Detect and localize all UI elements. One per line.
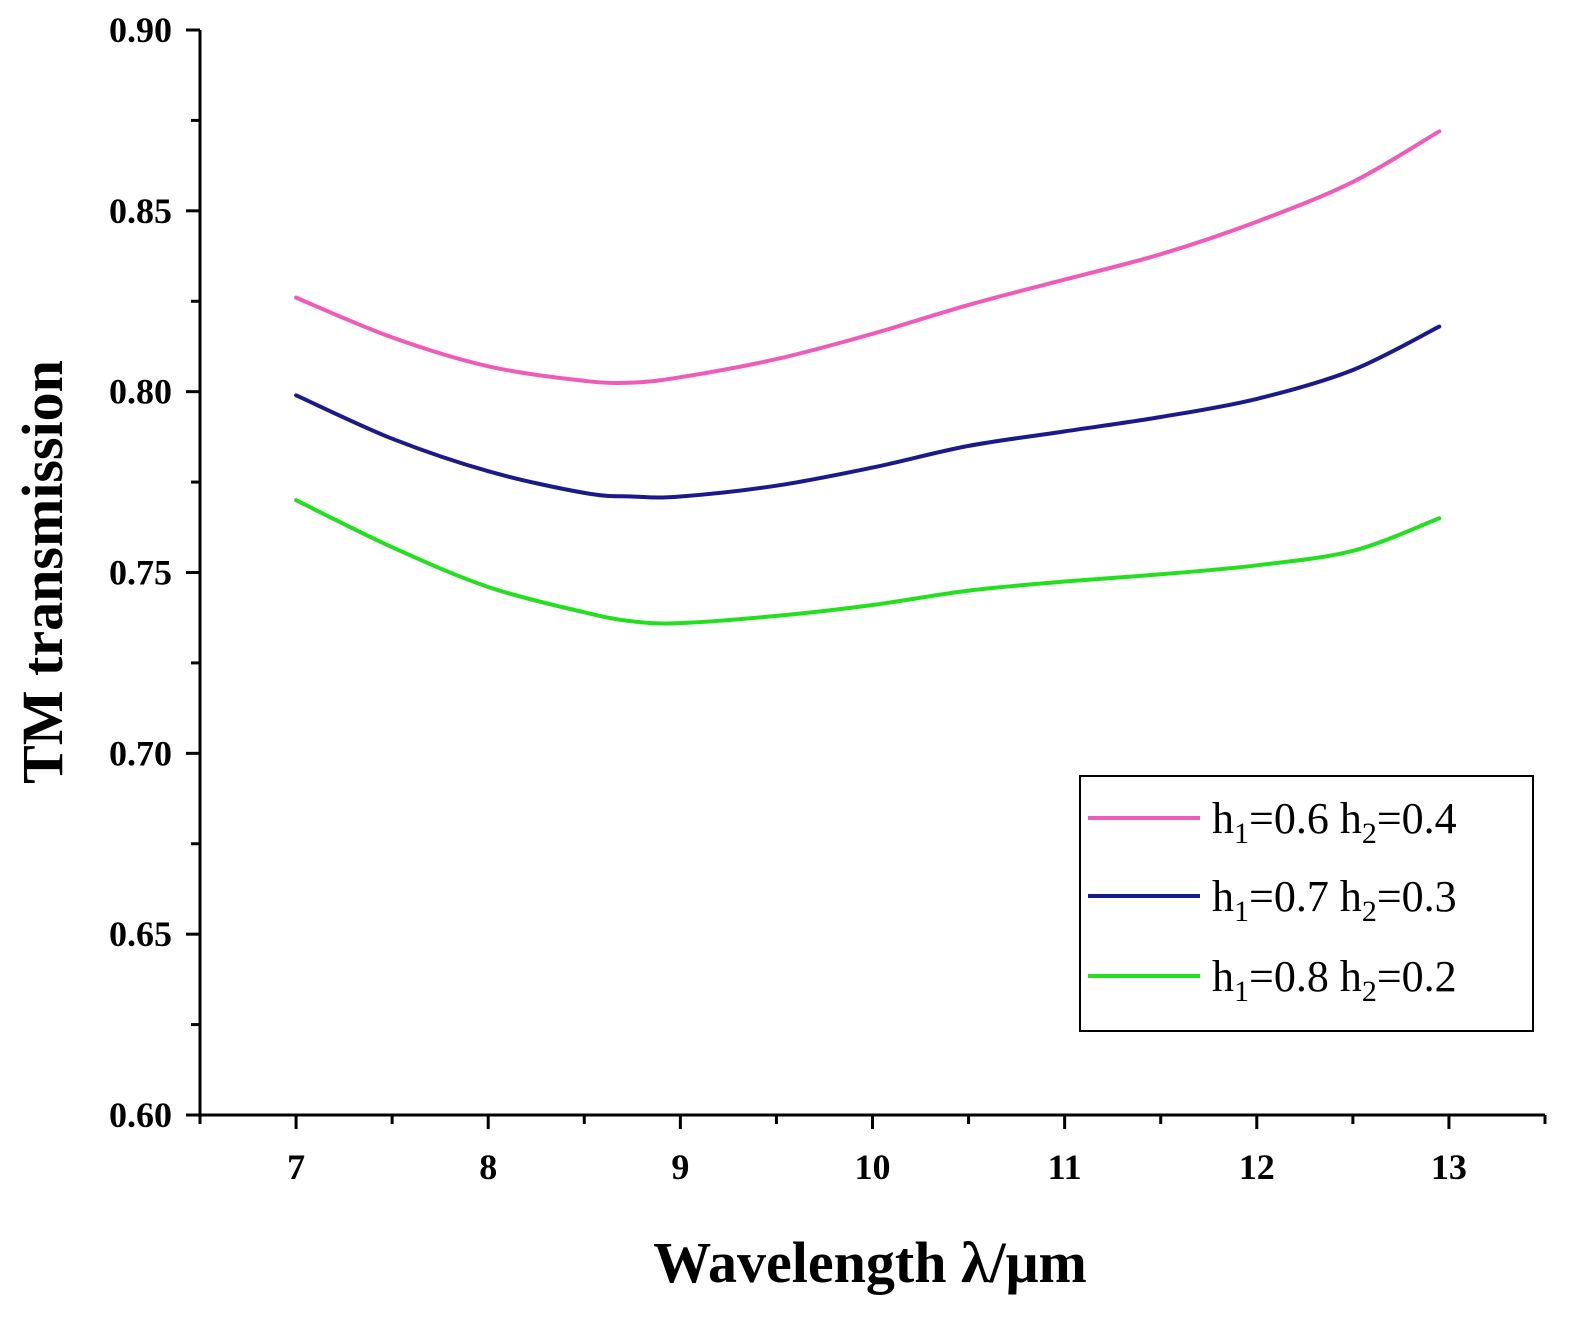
legend-label-1: h1=0.6 h2=0.4 bbox=[1212, 794, 1457, 850]
x-tick-label: 10 bbox=[855, 1147, 891, 1187]
x-tick-label: 11 bbox=[1048, 1147, 1082, 1187]
series-line-3 bbox=[294, 498, 1442, 626]
series-lines bbox=[294, 129, 1442, 626]
series-line-1 bbox=[294, 129, 1442, 386]
series-line-2 bbox=[294, 324, 1442, 500]
y-tick-label: 0.75 bbox=[109, 553, 172, 593]
y-tick-label: 0.65 bbox=[109, 914, 172, 954]
y-axis-ticks: 0.60 0.65 0.70 0.75 0.80 0.85 0.90 bbox=[109, 10, 200, 1135]
x-tick-label: 12 bbox=[1239, 1147, 1275, 1187]
x-tick-label: 7 bbox=[287, 1147, 305, 1187]
x-tick-label: 8 bbox=[479, 1147, 497, 1187]
y-tick-label: 0.85 bbox=[109, 191, 172, 231]
legend-label-3: h1=0.8 h2=0.2 bbox=[1212, 952, 1457, 1008]
y-tick-label: 0.80 bbox=[109, 372, 172, 412]
x-axis-ticks: 7 8 9 10 11 12 13 bbox=[198, 1115, 1547, 1187]
x-tick-label: 9 bbox=[671, 1147, 689, 1187]
x-tick-label: 13 bbox=[1431, 1147, 1467, 1187]
legend-label-2: h1=0.7 h2=0.3 bbox=[1212, 872, 1457, 928]
y-tick-label: 0.90 bbox=[109, 10, 172, 50]
y-tick-label: 0.70 bbox=[109, 733, 172, 773]
x-axis-title: Wavelength λ/μm bbox=[653, 1230, 1087, 1295]
legend: h1=0.6 h2=0.4 h1=0.7 h2=0.3 h1=0.8 h2=0.2 bbox=[1079, 775, 1534, 1032]
y-axis-title: TM transmission bbox=[10, 360, 75, 784]
y-tick-label: 0.60 bbox=[109, 1095, 172, 1135]
